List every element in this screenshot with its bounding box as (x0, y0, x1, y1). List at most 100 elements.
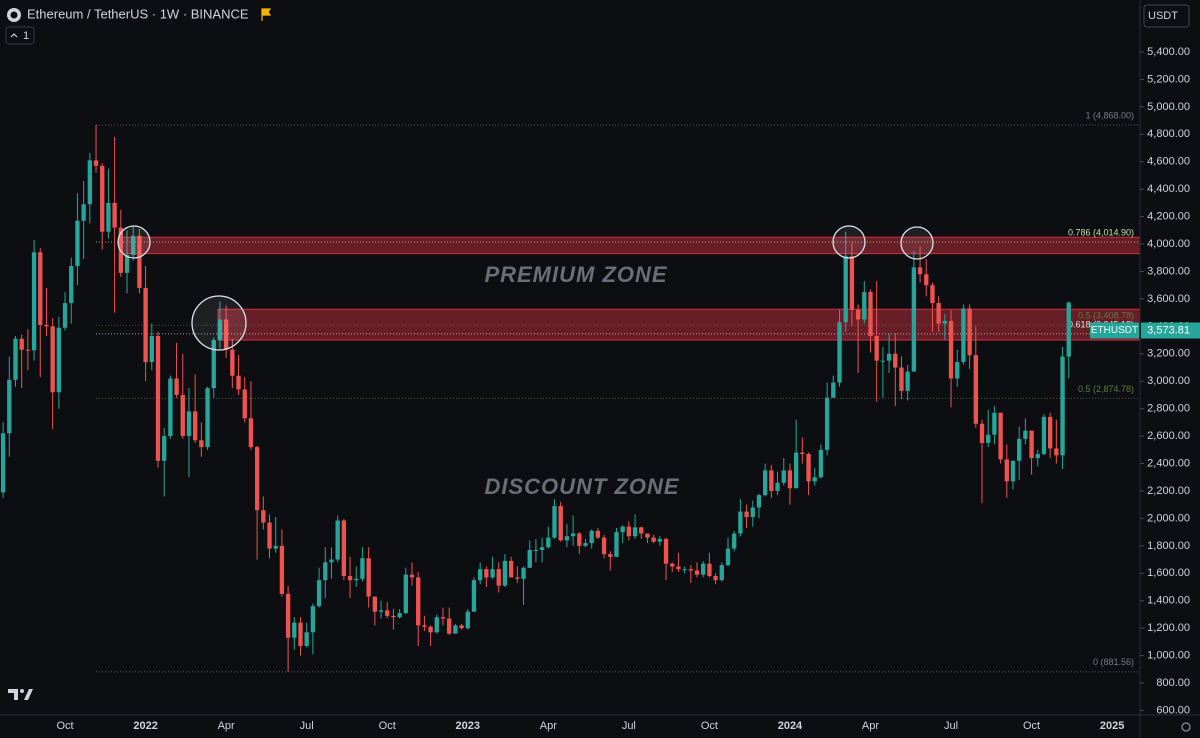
candle-body (942, 320, 948, 324)
candle-body (273, 545, 278, 549)
highlight-circles (117, 225, 934, 351)
zone-box (120, 236, 1141, 255)
candle-body (137, 235, 142, 288)
candle-body (1060, 356, 1065, 456)
interval-button[interactable] (5, 26, 35, 45)
tv-logo-part (8, 689, 18, 700)
candle-body (81, 204, 86, 221)
x-tick-label: Jul (944, 720, 958, 732)
candle-body (335, 520, 340, 560)
candle-body (1054, 448, 1059, 456)
candle-body (267, 522, 272, 549)
candle-body (323, 562, 328, 581)
candle-body (998, 412, 1003, 460)
x-tick-label: Apr (540, 720, 557, 732)
candle-body (502, 560, 508, 586)
fib-label: 0.5 (2,874.78) (1078, 384, 1134, 394)
candle-body (75, 220, 80, 266)
candle-body (87, 160, 93, 205)
y-tick-label: 800.00 (1156, 677, 1190, 689)
y-tick-label: 3,000.00 (1147, 375, 1190, 387)
candle-body (162, 436, 167, 461)
candle-body (527, 549, 532, 568)
candle-body (781, 470, 786, 483)
y-tick-label: 3,200.00 (1147, 348, 1190, 360)
candle-body (1004, 459, 1009, 482)
candle-body (645, 533, 650, 538)
fib-label: 0.786 (4,014.90) (1068, 227, 1134, 237)
zone-label: DISCOUNT ZONE (484, 474, 679, 499)
candle-body (961, 308, 966, 363)
candle-body (701, 563, 706, 575)
candle-body (372, 596, 378, 612)
candle-body (38, 252, 43, 325)
header: Ethereum / TetherUS · 1W · BINANCE 1 USD… (5, 4, 1190, 45)
x-tick-label: 2024 (778, 720, 803, 732)
candle-body (924, 274, 929, 286)
candle-body (100, 165, 105, 232)
symbol-title[interactable]: Ethereum / TetherUS · 1W · BINANCE (27, 6, 249, 21)
last-price-symbol: ETHUSDT (1091, 325, 1138, 336)
candle-body (793, 452, 799, 489)
x-tick-label: 2023 (456, 720, 480, 732)
candle-body (657, 538, 663, 542)
candle-body (725, 548, 731, 566)
last-price-tag (1090, 322, 1139, 339)
y-tick-label: 5,400.00 (1147, 46, 1190, 58)
y-tick-label: 1,600.00 (1147, 567, 1190, 579)
y-tick-label: 4,400.00 (1147, 183, 1190, 195)
candle-body (893, 353, 898, 368)
candle-body (1066, 302, 1071, 357)
candle-body (682, 569, 687, 571)
x-tick-label: 2022 (133, 720, 157, 732)
last-price-label: 3,573.81 (1147, 324, 1190, 336)
y-tick-label: 4,000.00 (1147, 238, 1190, 250)
candle-body (986, 434, 991, 443)
symbol-logo-inner (10, 11, 18, 19)
candle-body (279, 545, 285, 594)
candle-body (62, 303, 68, 328)
interval-label[interactable]: 1 (23, 30, 29, 42)
candle-body (453, 625, 458, 634)
candle-body (756, 495, 762, 508)
candle-body (211, 340, 216, 389)
candle-body (180, 394, 185, 437)
candle-body (886, 353, 892, 361)
candle-body (744, 511, 749, 518)
candle-body (899, 367, 904, 391)
candle-body (484, 569, 489, 578)
candle-body (230, 349, 235, 376)
x-tick-label: 2025 (1100, 720, 1124, 732)
candle-body (824, 397, 830, 450)
candle-body (285, 593, 291, 638)
candle-body (310, 606, 316, 633)
candle-body (391, 615, 396, 618)
highlight-circle (832, 225, 866, 259)
x-tick-label: Jul (622, 720, 636, 732)
candle-body (143, 287, 148, 363)
candle-body (973, 355, 978, 424)
currency-button[interactable] (1143, 4, 1190, 28)
candle-body (416, 577, 421, 626)
currency-label[interactable]: USDT (1148, 10, 1178, 22)
candle-body (236, 375, 241, 390)
candle-body (806, 453, 811, 482)
candle-body (831, 382, 836, 398)
candle-body (750, 507, 755, 518)
candle-body (583, 543, 588, 546)
fib-label: 0 (881.56) (1093, 657, 1134, 667)
candle-body (614, 532, 619, 557)
candle-body (812, 477, 817, 482)
candle-body (149, 335, 154, 363)
candle-body (248, 418, 254, 448)
candle-body (787, 470, 793, 489)
flag-icon[interactable] (261, 8, 272, 21)
candle-body (496, 569, 501, 586)
candle-body (564, 536, 570, 541)
zone-box (217, 308, 1141, 341)
candle-body (471, 580, 477, 612)
y-tick-label: 2,800.00 (1147, 403, 1190, 415)
settings-icon[interactable] (1181, 722, 1191, 732)
candle-body (632, 527, 638, 537)
